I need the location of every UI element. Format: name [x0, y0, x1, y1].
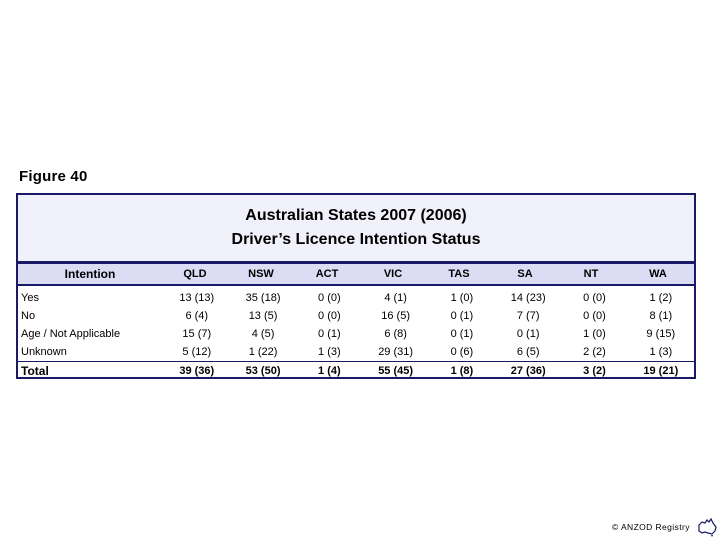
cell: 15 (7)	[182, 328, 212, 340]
row-label: No	[21, 310, 36, 322]
cell: 0 (0)	[583, 292, 606, 304]
header-row: Intention QLD NSW ACT VIC TAS SA NT WA	[18, 264, 694, 286]
column-header-intention: Intention	[64, 267, 116, 281]
cell: 1 (22)	[248, 346, 278, 358]
total-row: Total 39 (36) 53 (50) 1 (4) 55 (45) 1 (8…	[18, 361, 694, 380]
australia-map-icon	[698, 517, 717, 537]
total-cell: 19 (21)	[627, 361, 694, 380]
table-row: No 6 (4) 13 (5) 0 (0) 16 (5) 0 (1) 7 (7)…	[18, 307, 694, 325]
cell: 1 (2)	[649, 292, 673, 304]
cell: 7 (7)	[516, 310, 540, 322]
table-row: Age / Not Applicable 15 (7) 4 (5) 0 (1) …	[18, 325, 694, 343]
table-row: Yes 13 (13) 35 (18) 0 (0) 4 (1) 1 (0) 14…	[18, 289, 694, 307]
table-subtitle: Driver’s Licence Intention Status	[231, 231, 481, 248]
table-title: Australian States 2007 (2006)	[245, 207, 467, 224]
cell: 0 (6)	[450, 346, 474, 358]
cell: 0 (1)	[516, 328, 540, 340]
table-row: Unknown 5 (12) 1 (22) 1 (3) 29 (31) 0 (6…	[18, 343, 694, 362]
cell: 13 (13)	[179, 292, 215, 304]
cell: 0 (1)	[450, 328, 474, 340]
title-box: Australian States 2007 (2006) Driver’s L…	[18, 195, 694, 264]
cell: 6 (5)	[516, 346, 540, 358]
column-header-sa: SA	[517, 268, 533, 280]
cell: 5 (12)	[182, 346, 212, 358]
cell: 1 (3)	[649, 346, 673, 358]
total-cell: 53 (50)	[229, 361, 297, 380]
total-cell: 55 (45)	[362, 361, 429, 380]
total-cell: 3 (2)	[561, 361, 628, 380]
cell: 0 (1)	[450, 310, 474, 322]
total-cell: 1 (4)	[296, 361, 363, 380]
cell: 0 (0)	[318, 292, 341, 304]
cell: 4 (5)	[251, 328, 275, 340]
cell: 35 (18)	[245, 292, 281, 304]
cell: 16 (5)	[381, 310, 410, 322]
cell: 9 (15)	[646, 328, 676, 340]
cell: 13 (5)	[248, 310, 278, 322]
column-header-nt: NT	[583, 268, 599, 280]
total-cell: 27 (36)	[495, 361, 562, 380]
table-panel: Australian States 2007 (2006) Driver’s L…	[16, 193, 696, 380]
total-cell: 39 (36)	[163, 361, 230, 380]
column-header-tas: TAS	[448, 268, 470, 280]
cell: 1 (0)	[450, 292, 474, 304]
cell: 29 (31)	[378, 346, 414, 358]
cell: 14 (23)	[510, 292, 546, 304]
total-label: Total	[18, 361, 164, 380]
column-header-nsw: NSW	[248, 268, 274, 280]
row-label: Unknown	[21, 346, 67, 358]
column-header-qld: QLD	[183, 268, 207, 280]
cell: 6 (4)	[185, 310, 209, 322]
column-header-vic: VIC	[383, 268, 403, 280]
data-table: Yes 13 (13) 35 (18) 0 (0) 4 (1) 1 (0) 14…	[18, 289, 694, 380]
cell: 0 (1)	[318, 328, 341, 340]
cell: 2 (2)	[583, 346, 606, 358]
column-header-wa: WA	[649, 268, 667, 280]
cell: 4 (1)	[384, 292, 407, 304]
row-label: Yes	[21, 292, 39, 304]
cell: 1 (3)	[318, 346, 341, 358]
cell: 1 (0)	[583, 328, 606, 340]
cell: 0 (0)	[318, 310, 341, 322]
cell: 0 (0)	[583, 310, 606, 322]
total-cell: 1 (8)	[428, 361, 496, 380]
figure-label: Figure 40	[19, 168, 88, 185]
cell: 6 (8)	[384, 328, 407, 340]
row-label: Age / Not Applicable	[21, 328, 121, 340]
cell: 8 (1)	[649, 310, 673, 322]
registry-credit: © ANZOD Registry	[612, 522, 690, 532]
column-header-act: ACT	[315, 268, 339, 280]
